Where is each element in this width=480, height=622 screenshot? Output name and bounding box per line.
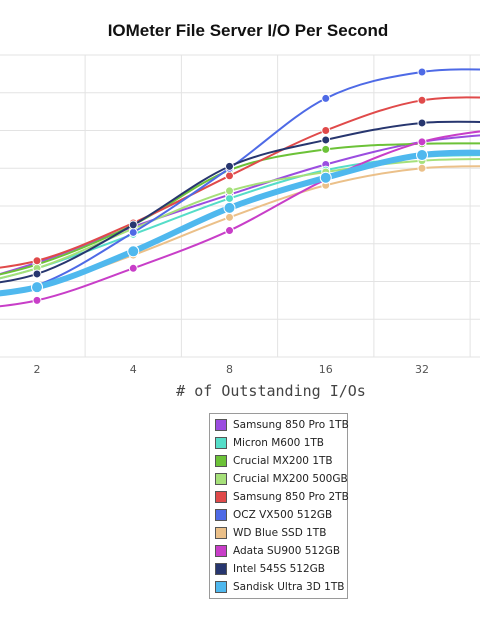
series-intel-545s-512gb [0, 118, 480, 284]
chart-title: IOMeter File Server I/O Per Second [108, 21, 389, 40]
data-point[interactable] [128, 220, 138, 230]
legend-item[interactable]: Adata SU900 512GB [210, 542, 347, 560]
data-point[interactable] [416, 149, 428, 162]
legend-swatch [215, 419, 227, 431]
data-point[interactable] [32, 256, 42, 266]
x-tick-labels: 2 4 8 16 32 [34, 363, 430, 376]
data-point[interactable] [225, 171, 234, 181]
series-line [0, 142, 480, 276]
legend-item[interactable]: Micron M600 1TB [210, 434, 347, 452]
x-tick-label: 16 [319, 363, 333, 376]
data-point[interactable] [223, 201, 236, 214]
x-tick-label: 8 [226, 363, 233, 376]
series-sandisk-ultra-3d-1tb [0, 149, 480, 297]
legend-label: Samsung 850 Pro 1TB [233, 419, 349, 431]
legend-swatch [215, 563, 227, 575]
grid [0, 54, 480, 358]
data-point[interactable] [321, 126, 331, 135]
legend-item[interactable]: Samsung 850 Pro 1TB [210, 416, 349, 434]
legend-label: Intel 545S 512GB [233, 563, 326, 575]
data-point[interactable] [319, 171, 332, 184]
x-tick-label: 4 [130, 363, 137, 376]
legend-item[interactable]: Crucial MX200 500GB [210, 470, 348, 488]
data-point[interactable] [417, 118, 427, 128]
legend-item[interactable]: Samsung 850 Pro 2TB [210, 488, 349, 506]
data-point[interactable] [321, 93, 331, 103]
legend-item[interactable]: WD Blue SSD 1TB [210, 524, 347, 542]
legend-label: Crucial MX200 500GB [233, 473, 348, 485]
data-point[interactable] [417, 67, 427, 77]
data-point[interactable] [225, 212, 234, 222]
data-point[interactable] [128, 227, 138, 237]
series-micron-m600-1tb [0, 152, 480, 280]
legend-label: Crucial MX200 1TB [233, 455, 333, 467]
legend-item[interactable]: OCZ VX500 512GB [210, 506, 347, 524]
data-point[interactable] [32, 295, 42, 305]
legend-swatch [215, 527, 227, 539]
x-axis-title: # of Outstanding I/Os [176, 382, 366, 400]
series-samsung-850-pro-2tb [0, 95, 480, 269]
legend-label: WD Blue SSD 1TB [233, 527, 327, 539]
legend-swatch [215, 437, 227, 449]
data-point[interactable] [417, 137, 427, 147]
legend-item[interactable]: Sandisk Ultra 3D 1TB [210, 578, 347, 596]
data-point[interactable] [127, 245, 140, 258]
data-point[interactable] [128, 263, 138, 273]
data-point[interactable] [321, 135, 331, 145]
data-point[interactable] [32, 269, 42, 279]
legend-label: OCZ VX500 512GB [233, 509, 333, 521]
data-point[interactable] [321, 144, 331, 154]
legend-item[interactable]: Crucial MX200 1TB [210, 452, 347, 470]
data-point[interactable] [225, 226, 234, 236]
series-line [0, 154, 480, 280]
data-point[interactable] [225, 193, 234, 203]
legend: Samsung 850 Pro 1TB Micron M600 1TB Crucia… [209, 413, 349, 599]
series-crucial-mx200-500gb [0, 156, 480, 280]
legend-label: Samsung 850 Pro 2TB [233, 491, 349, 503]
data-point[interactable] [417, 95, 427, 105]
legend-swatch [215, 491, 227, 503]
data-point[interactable] [417, 163, 427, 173]
legend-label: Sandisk Ultra 3D 1TB [233, 581, 345, 593]
legend-swatch [215, 473, 227, 485]
x-tick-label: 2 [34, 363, 41, 376]
legend-item[interactable]: Intel 545S 512GB [210, 560, 347, 578]
data-point[interactable] [225, 186, 234, 196]
legend-label: Micron M600 1TB [233, 437, 324, 449]
data-point[interactable] [225, 161, 234, 171]
legend-swatch [215, 545, 227, 557]
legend-swatch [215, 581, 227, 593]
series-lines [0, 67, 480, 308]
legend-label: Adata SU900 512GB [233, 545, 341, 557]
x-tick-label: 32 [415, 363, 429, 376]
data-point[interactable] [31, 281, 43, 294]
legend-swatch [215, 455, 227, 467]
legend-swatch [215, 509, 227, 521]
